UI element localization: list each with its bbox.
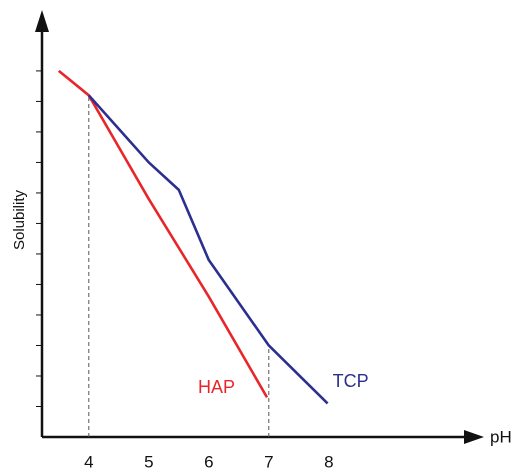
x-tick-label: 5 [144,452,153,471]
line-series [87,94,329,405]
series-label: TCP [333,371,369,391]
x-tick-label: 7 [264,452,273,471]
series-label: HAP [198,377,235,397]
x-axis-arrow [464,430,484,444]
x-axis-label: pH [490,427,512,446]
x-tick-label: 6 [204,452,213,471]
x-tick-label: 4 [84,452,93,471]
x-tick-label: 8 [324,452,333,471]
y-axis-arrow [35,10,49,32]
y-axis-label: Solubility [11,189,28,250]
line-series [57,69,269,398]
